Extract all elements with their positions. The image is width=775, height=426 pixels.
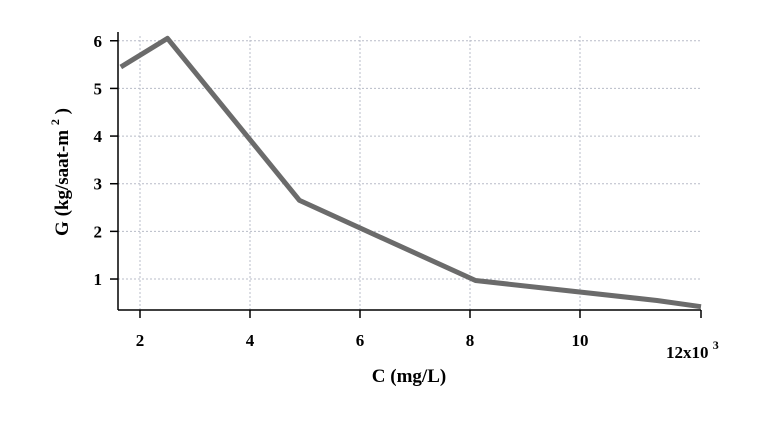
y-tick-label-1: 2 — [94, 222, 103, 241]
y-axis-title-superscript: 2 — [48, 119, 62, 125]
gridlines — [118, 36, 701, 310]
y-tick-label-2: 3 — [94, 175, 103, 194]
x-multiplier-base: 12x10 — [666, 343, 709, 362]
x-tick-label-2: 6 — [356, 331, 365, 350]
x-axis-title: C (mg/L) — [372, 366, 446, 387]
y-axis-title-suffix: ) — [52, 108, 73, 114]
series-layer — [119, 35, 702, 310]
y-tick-label-4: 5 — [94, 79, 103, 98]
x-tick-label-1: 4 — [246, 331, 255, 350]
y-tick-label-0: 1 — [94, 270, 103, 289]
y-tick-label-3: 4 — [94, 127, 103, 146]
x-tick-label-0: 2 — [136, 331, 145, 350]
y-axis-title-main: G (kg/saat-m — [52, 130, 73, 236]
series-line-0 — [119, 35, 702, 310]
y-tick-label-5: 6 — [94, 32, 103, 51]
x-tick-label-3: 8 — [466, 331, 475, 350]
x-tick-label-4: 10 — [572, 331, 589, 350]
axes — [110, 32, 702, 318]
y-axis-title: G (kg/saat-m 2 ) — [43, 108, 73, 236]
x-multiplier-exponent: 3 — [713, 338, 719, 352]
x-axis-multiplier-label: 12x10 3 — [666, 338, 719, 362]
